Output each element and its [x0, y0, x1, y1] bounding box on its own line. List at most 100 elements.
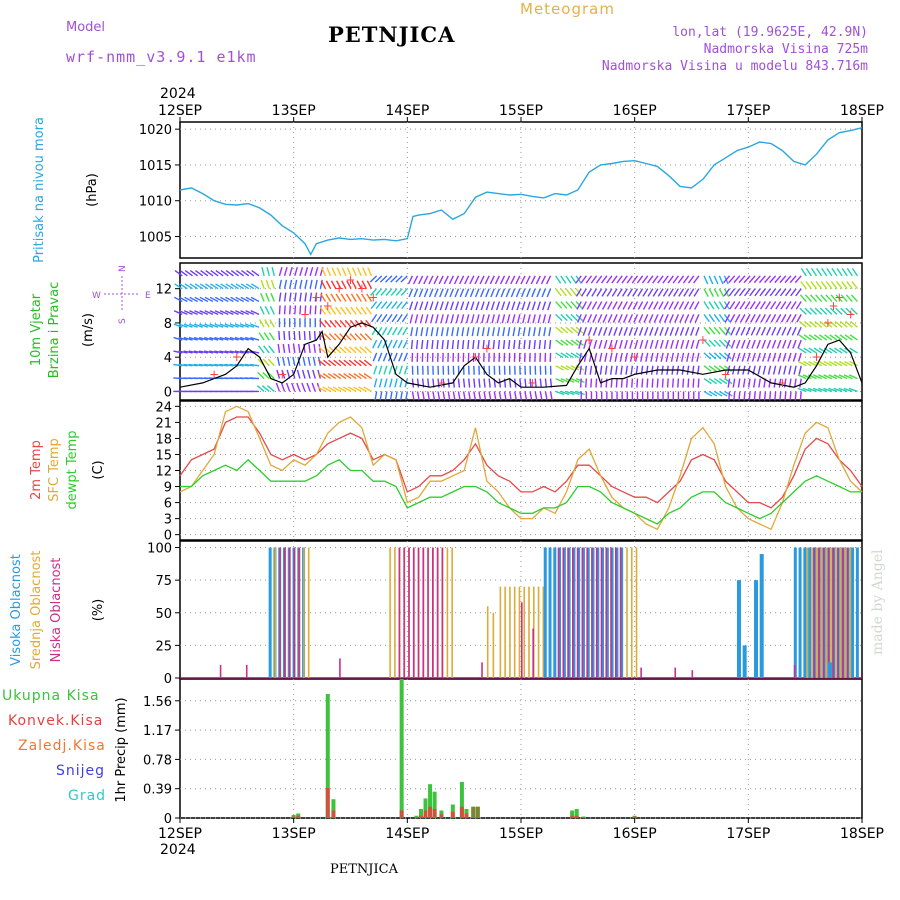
wind-arrow: [741, 352, 746, 362]
wind-arrow: [250, 336, 260, 341]
wind-arrow: [767, 365, 772, 375]
wind-arrow: [506, 314, 511, 324]
wind-arrow: [766, 339, 772, 349]
wind-arrow: [204, 296, 214, 303]
wind-arrow: [394, 391, 398, 401]
wind-arrow: [584, 365, 588, 375]
wind-arrow: [636, 378, 639, 388]
wind-arrow: [400, 275, 408, 283]
wind-arrow: [214, 296, 224, 303]
wind-arrow: [649, 326, 654, 336]
wind-gust-marker: +: [436, 376, 446, 390]
wind-arrow: [304, 279, 308, 289]
wind-arrow: [555, 313, 563, 322]
wind-arrow: [662, 275, 669, 284]
wind-arrow: [743, 391, 746, 401]
wind-arrow: [321, 267, 327, 277]
precip-bars: [291, 679, 637, 818]
wind-arrow: [823, 374, 833, 380]
wind-arrow: [354, 333, 362, 341]
wind-arrow: [800, 267, 807, 277]
x-tick-label-top: 13SEP: [272, 103, 316, 119]
compass-west-label: W: [92, 291, 101, 301]
wind-arrow: [592, 326, 598, 336]
wind-arrow: [628, 326, 634, 336]
wind-arrow: [493, 391, 497, 401]
wind-arrow: [770, 314, 777, 323]
wind-arrow: [505, 288, 511, 298]
wind-arrow: [743, 275, 751, 284]
wind-arrow: [307, 356, 311, 366]
wind-arrow: [408, 288, 414, 298]
wind-arrow: [667, 275, 674, 284]
wind-arrow: [393, 365, 398, 375]
precip-bar-total: [399, 679, 404, 818]
wind-arrow: [513, 339, 516, 350]
cloud-bar-low: [576, 547, 579, 678]
wind-arrow: [245, 336, 255, 341]
wind-arrow: [330, 293, 337, 302]
wind-arrow: [258, 345, 265, 354]
x-tick-label-top: 12SEP: [158, 103, 202, 119]
cloud-bar-high: [615, 547, 619, 678]
wind-arrow: [768, 378, 772, 388]
wind-arrow: [364, 333, 373, 341]
wind-arrow: [341, 280, 347, 290]
wind-arrow: [791, 314, 797, 323]
wind-arrow: [684, 314, 690, 323]
wind-arrow: [628, 314, 634, 323]
wind-arrow: [309, 266, 314, 277]
wind-arrow: [735, 339, 741, 349]
cloud-bar-mid: [849, 547, 852, 678]
wind-arrow: [747, 378, 751, 388]
wind-arrow: [411, 391, 415, 401]
wind-arrow: [660, 352, 664, 362]
wind-arrow: [828, 387, 838, 393]
wind-arrow: [367, 267, 373, 277]
wind-arrow: [260, 292, 265, 302]
wind-arrow: [314, 279, 318, 289]
wind-arrow: [362, 267, 368, 277]
wind-arrow: [646, 275, 654, 284]
wind-arrow: [658, 301, 664, 310]
wind-axis-label-2: Brzina i Pravac: [47, 282, 62, 379]
cloud-bar-high: [567, 547, 571, 678]
wind-arrow: [496, 314, 501, 324]
wind-arrow: [278, 266, 283, 277]
cloud-bar-high: [596, 547, 600, 678]
wind-arrow: [322, 386, 331, 393]
wind-arrow: [730, 326, 736, 336]
wind-arrow: [544, 378, 548, 388]
wind-arrow: [510, 275, 516, 285]
wind-arrow: [638, 326, 644, 336]
wind-arrow: [413, 288, 419, 298]
wind-arrow: [468, 378, 471, 388]
wind-arrow: [746, 339, 751, 349]
wind-arrow: [636, 275, 644, 284]
precip-legend-item: Ukupna Kisa: [2, 688, 100, 704]
wind-arrow: [209, 336, 219, 341]
wind-arrow: [178, 336, 188, 341]
wind-arrow: [593, 339, 598, 349]
wind-arrow: [579, 365, 582, 375]
wind-arrow: [328, 346, 337, 354]
wind-arrow: [686, 365, 690, 375]
wind-arrow: [640, 352, 644, 362]
wind-arrow: [604, 352, 608, 362]
wind-arrow: [304, 305, 307, 315]
wind-arrow: [214, 323, 224, 328]
wind-arrow: [601, 301, 608, 310]
wind-arrow: [354, 346, 362, 354]
wind-arrow: [522, 327, 526, 337]
wind-arrow: [523, 339, 526, 350]
wind-arrow: [631, 378, 634, 388]
precip-bar-convective: [423, 810, 428, 818]
wind-arrow: [718, 313, 726, 323]
wind-gust-marker: +: [698, 333, 708, 347]
wind-arrow: [425, 327, 429, 337]
wind-gust-marker: +: [357, 282, 367, 296]
cloud-bar-low: [403, 547, 405, 678]
chart-title: PETNJICA: [328, 22, 456, 47]
wind-arrow: [696, 352, 700, 362]
wind-arrow: [364, 359, 372, 367]
